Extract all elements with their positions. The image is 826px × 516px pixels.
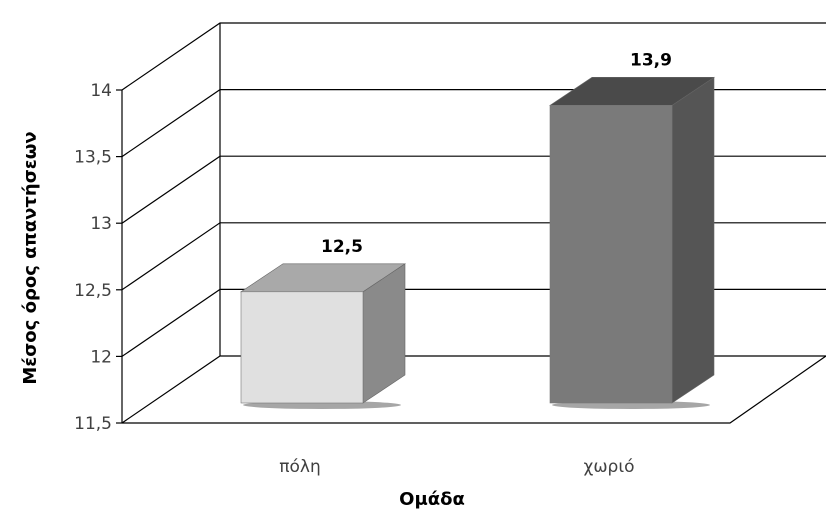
y-tick-label: 13 xyxy=(90,214,112,234)
gridline xyxy=(121,355,826,424)
y-tick-label: 12 xyxy=(90,347,112,367)
gridline xyxy=(121,155,826,224)
bar-data-label: 13,9 xyxy=(630,50,672,70)
bars-layer xyxy=(240,76,715,409)
y-tick-label: 12,5 xyxy=(74,281,112,301)
y-tick-label: 13,5 xyxy=(74,148,112,168)
x-axis-title: Ομάδα xyxy=(399,489,465,510)
grid-layer xyxy=(116,22,826,424)
gridline xyxy=(121,288,826,357)
bar-front xyxy=(549,105,673,404)
y-tick-label: 14 xyxy=(90,81,112,101)
gridline xyxy=(121,89,826,158)
y-tick-label: 11,5 xyxy=(74,414,112,434)
y-axis-title: Μέσος όρος απαντήσεων xyxy=(20,131,41,384)
x-tick-label: χωριό xyxy=(584,457,635,477)
floor-edge xyxy=(122,355,826,424)
bar-data-label: 12,5 xyxy=(321,237,363,257)
bar-front xyxy=(240,291,364,404)
bar-2 xyxy=(549,76,715,409)
bar-side xyxy=(671,76,715,404)
gridline xyxy=(121,222,826,291)
x-tick-label: πόλη xyxy=(279,457,320,477)
bar-1 xyxy=(240,263,406,409)
gridline xyxy=(121,22,826,91)
labels-layer: 11,5 12 12,5 13 13,5 14 12,5 πόλη 13,9 χωριό xyxy=(74,50,672,477)
